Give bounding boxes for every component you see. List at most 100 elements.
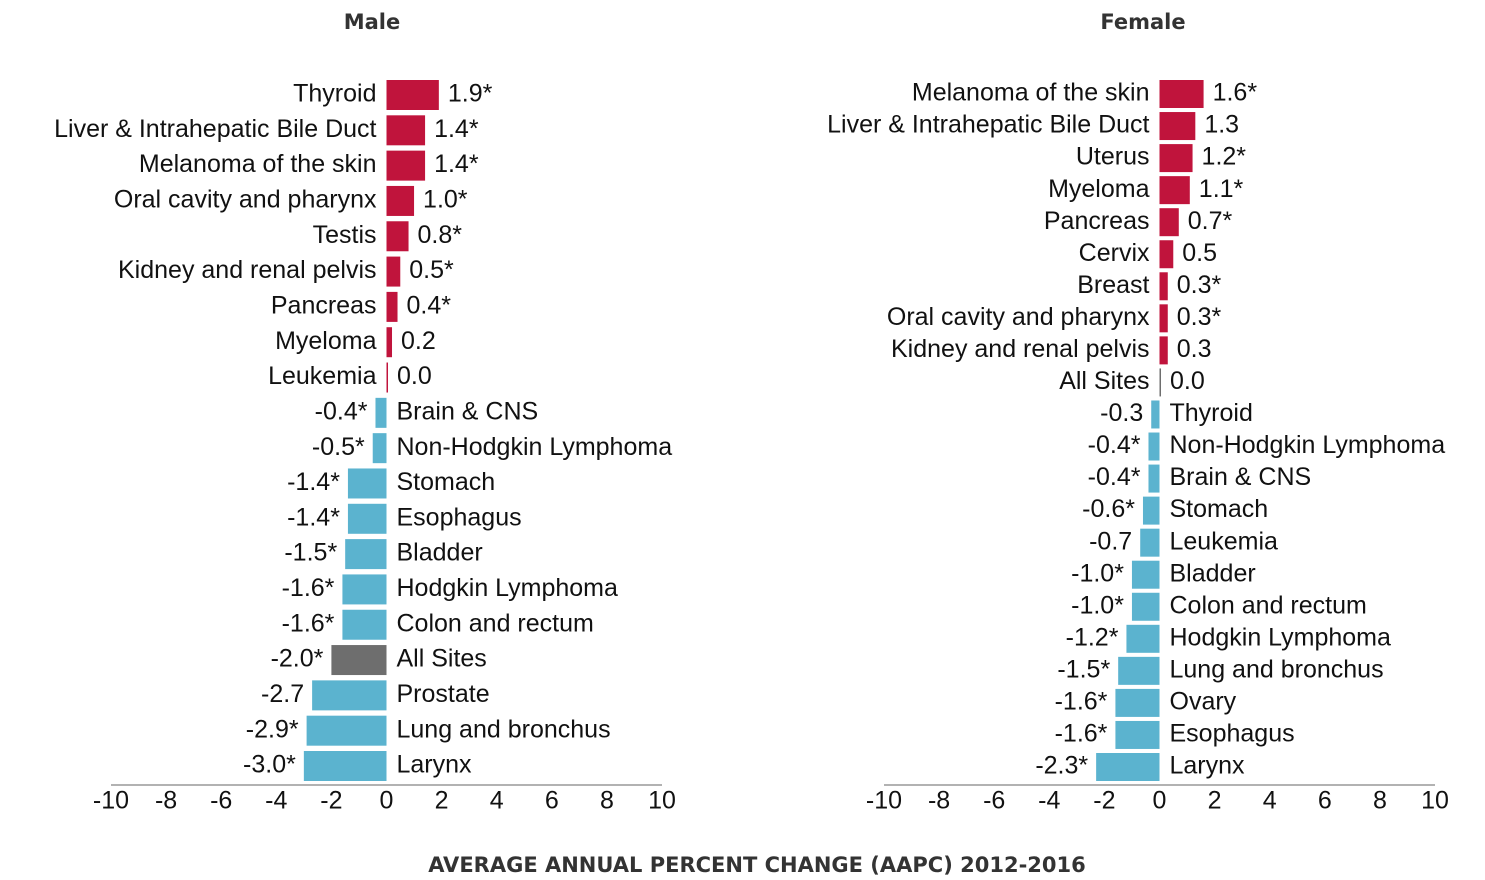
- bar: [1115, 688, 1160, 717]
- x-tick-label: -2: [320, 787, 342, 815]
- category-label: Lung and bronchus: [397, 715, 611, 743]
- category-label: Hodgkin Lymphoma: [1170, 623, 1392, 651]
- value-label: -1.5*: [1057, 655, 1110, 683]
- value-label: -0.3: [1100, 399, 1143, 427]
- category-label: Kidney and renal pelvis: [891, 335, 1150, 363]
- value-label: 1.9*: [448, 80, 493, 108]
- category-label: Uterus: [1076, 143, 1150, 171]
- x-tick-label: -4: [1038, 787, 1060, 815]
- value-label: 0.3*: [1177, 271, 1222, 299]
- bar: [303, 751, 387, 781]
- category-label: Larynx: [397, 751, 473, 779]
- bar: [375, 397, 387, 428]
- x-tick-label: -8: [928, 787, 950, 815]
- value-label: 0.3*: [1177, 303, 1222, 331]
- x-tick-label: 8: [600, 787, 614, 815]
- category-label: Colon and rectum: [1170, 591, 1367, 619]
- bar: [342, 574, 387, 605]
- x-tick-label: 2: [435, 787, 449, 815]
- bar: [1159, 144, 1193, 173]
- bar: [1118, 656, 1160, 685]
- value-label: -0.4*: [1088, 463, 1141, 491]
- bar: [1140, 528, 1160, 557]
- x-tick-label: -8: [155, 787, 177, 815]
- value-label: -1.2*: [1066, 623, 1119, 651]
- bar: [1126, 624, 1160, 653]
- category-label: Esophagus: [397, 503, 522, 531]
- category-label: Kidney and renal pelvis: [118, 256, 377, 284]
- bar: [372, 433, 387, 464]
- category-label: Non-Hodgkin Lymphoma: [397, 433, 673, 461]
- x-axis-title: AVERAGE ANNUAL PERCENT CHANGE (AAPC) 201…: [428, 853, 1086, 877]
- category-label: Breast: [1077, 271, 1149, 299]
- x-tick-label: -6: [210, 787, 232, 815]
- category-label: Leukemia: [268, 362, 376, 390]
- x-tick-label: -4: [265, 787, 287, 815]
- x-tick-label: 6: [545, 787, 559, 815]
- value-label: 1.2*: [1202, 143, 1247, 171]
- bar: [386, 115, 426, 146]
- category-label: Cervix: [1079, 239, 1150, 267]
- value-label: -2.7: [261, 680, 304, 708]
- value-label: -0.4*: [1088, 431, 1141, 459]
- category-label: Leukemia: [1170, 527, 1278, 555]
- value-label: -0.7: [1089, 527, 1132, 555]
- category-label: Lung and bronchus: [1170, 655, 1384, 683]
- bar: [1148, 464, 1160, 493]
- bar: [1159, 336, 1168, 365]
- category-label: Non-Hodgkin Lymphoma: [1170, 431, 1446, 459]
- value-label: 0.8*: [418, 221, 463, 249]
- x-tick-label: 8: [1373, 787, 1387, 815]
- value-label: 0.0: [397, 362, 432, 390]
- x-tick-label: 0: [1153, 787, 1167, 815]
- category-label: Brain & CNS: [1170, 463, 1312, 491]
- category-label: Myeloma: [1048, 175, 1150, 203]
- value-label: -2.3*: [1035, 752, 1088, 780]
- bar: [1159, 368, 1161, 397]
- value-label: 0.0: [1170, 367, 1205, 395]
- category-label: Hodgkin Lymphoma: [397, 574, 619, 602]
- value-label: 1.4*: [434, 115, 479, 143]
- x-tick-label: 10: [1421, 787, 1449, 815]
- category-label: All Sites: [1059, 367, 1149, 395]
- bar: [331, 645, 387, 676]
- bar: [1159, 80, 1204, 108]
- category-label: Pancreas: [1044, 207, 1150, 235]
- value-label: 1.1*: [1199, 175, 1244, 203]
- bar: [386, 80, 439, 110]
- value-label: -1.6*: [1055, 688, 1108, 716]
- value-label: -3.0*: [243, 751, 296, 779]
- value-label: -2.9*: [246, 715, 299, 743]
- bar: [1151, 400, 1160, 429]
- bar: [1115, 720, 1160, 749]
- value-label: -1.0*: [1071, 591, 1124, 619]
- category-label: Oral cavity and pharynx: [887, 303, 1150, 331]
- bar: [1159, 272, 1168, 301]
- category-label: Liver & Intrahepatic Bile Duct: [827, 111, 1149, 139]
- value-label: -1.4*: [287, 503, 340, 531]
- value-label: 1.0*: [423, 186, 468, 214]
- category-label: Melanoma of the skin: [139, 150, 377, 178]
- bar: [1159, 240, 1174, 269]
- x-tick-label: -10: [866, 787, 902, 815]
- category-label: Stomach: [397, 468, 496, 496]
- category-label: Melanoma of the skin: [912, 79, 1150, 107]
- category-label: Thyroid: [1170, 399, 1253, 427]
- value-label: -1.6*: [282, 609, 335, 637]
- bar: [1159, 176, 1190, 205]
- value-label: 0.5*: [409, 256, 454, 284]
- value-label: 0.3: [1177, 335, 1212, 363]
- category-label: Myeloma: [275, 327, 377, 355]
- bar: [1159, 208, 1179, 237]
- x-tick-label: 0: [380, 787, 394, 815]
- bar: [386, 291, 398, 322]
- category-label: Esophagus: [1170, 720, 1295, 748]
- category-label: Stomach: [1170, 495, 1269, 523]
- bar: [312, 680, 387, 711]
- bar: [345, 539, 387, 570]
- category-label: Liver & Intrahepatic Bile Duct: [54, 115, 376, 143]
- bar: [386, 256, 401, 287]
- category-label: Bladder: [1170, 559, 1256, 587]
- value-label: -0.5*: [312, 433, 365, 461]
